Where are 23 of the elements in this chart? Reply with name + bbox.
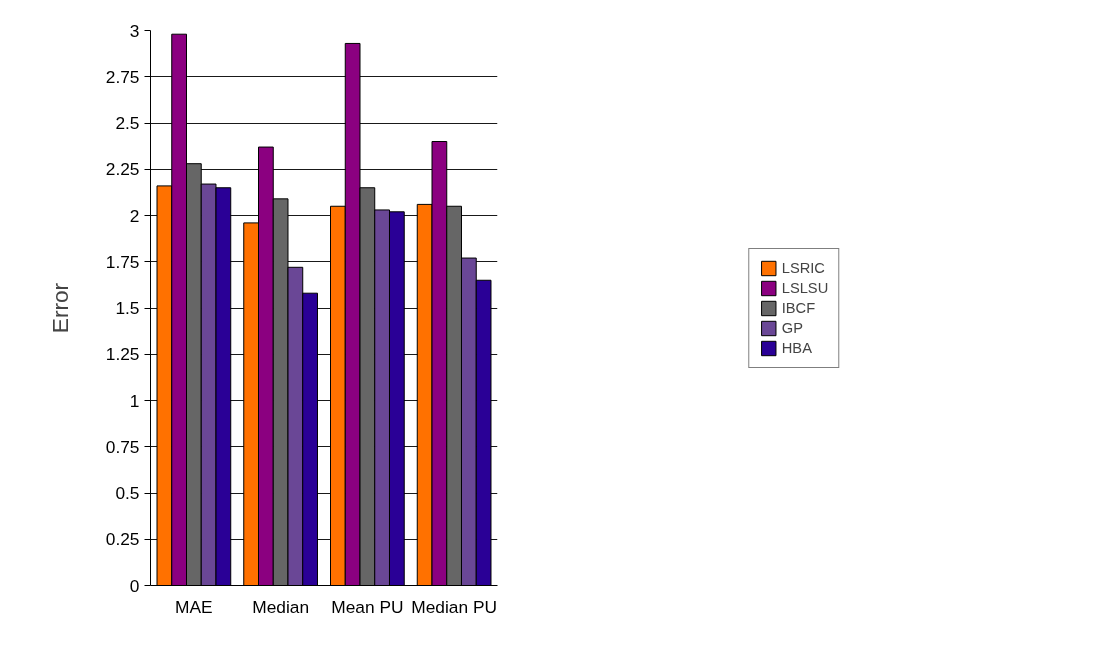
y-tick-label: 2 bbox=[129, 205, 140, 226]
y-tick-label: 2.75 bbox=[105, 66, 140, 87]
x-tick-label: Mean PU bbox=[331, 596, 404, 617]
y-tick-label: 0.75 bbox=[105, 436, 140, 457]
x-tick-label: Median bbox=[252, 596, 310, 617]
x-tick-label: Median PU bbox=[411, 596, 497, 617]
y-tick-label: 0.25 bbox=[105, 529, 140, 550]
y-tick-label: 1.25 bbox=[105, 344, 140, 365]
y-tick-label: 0 bbox=[129, 575, 140, 596]
y-tick-label: 1 bbox=[129, 390, 140, 411]
y-tick-label: 2.5 bbox=[115, 113, 140, 133]
legend-label: HBA bbox=[781, 339, 812, 356]
y-tick-label: 1.75 bbox=[105, 251, 140, 272]
y-axis-title: Error bbox=[46, 282, 73, 334]
y-tick-label: 2.25 bbox=[105, 159, 140, 180]
y-tick-label: 3 bbox=[129, 20, 140, 41]
x-tick-label: MAE bbox=[175, 596, 213, 617]
legend-label: IBCF bbox=[781, 299, 816, 316]
y-tick-label: 1.5 bbox=[115, 298, 140, 318]
legend-label: LSLSU bbox=[781, 279, 829, 296]
legend-label: LSRIC bbox=[781, 259, 825, 276]
y-tick-label: 0.5 bbox=[115, 483, 140, 503]
legend-label: GP bbox=[781, 319, 803, 336]
